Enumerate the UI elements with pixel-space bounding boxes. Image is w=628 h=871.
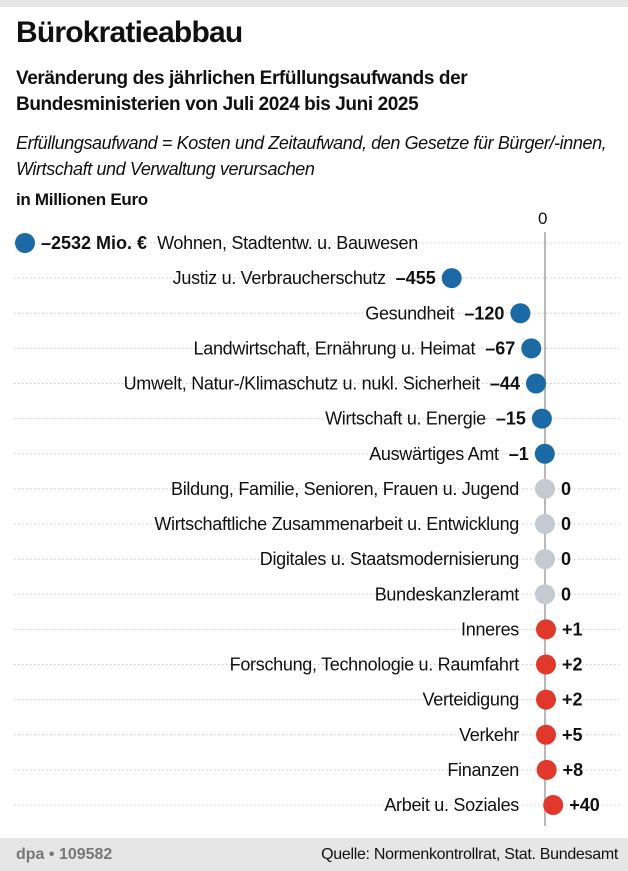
zero-tick-label: 0 (538, 209, 548, 228)
category-label: Wirtschaftliche Zusammenarbeit u. Entwic… (154, 514, 519, 534)
category-label: Justiz u. Verbraucherschutz (173, 268, 386, 288)
category-label: Umwelt, Natur-/Klimaschutz u. nukl. Sich… (124, 374, 481, 394)
category-label: Digitales u. Staatsmodernisierung (260, 549, 519, 569)
data-point (543, 795, 564, 815)
category-label: Verteidigung (423, 690, 519, 710)
data-point (525, 373, 546, 394)
footer: dpa • 109582 Quelle: Normenkontrollrat, … (0, 838, 628, 871)
category-label: Gesundheit (365, 303, 454, 323)
value-label: +8 (563, 760, 584, 780)
value-label: +2 (562, 655, 583, 675)
value-label: +1 (562, 619, 583, 639)
value-label: –67 (485, 338, 515, 358)
value-label: –44 (490, 374, 520, 394)
value-label: –1 (509, 444, 529, 464)
category-label: Verkehr (459, 725, 519, 745)
data-point (15, 233, 35, 253)
category-label: Wirtschaft u. Energie (325, 409, 486, 429)
chart-description: Erfüllungsaufwand = Kosten und Zeitaufwa… (16, 133, 607, 179)
chart-title: Bürokratieabbau (16, 16, 243, 49)
data-point (535, 514, 555, 534)
value-label: +40 (569, 795, 600, 815)
value-label: 0 (561, 549, 571, 569)
data-point (535, 584, 555, 605)
category-label: Inneres (461, 619, 519, 639)
data-point (535, 478, 555, 499)
data-point (536, 724, 557, 745)
source: Quelle: Normenkontrollrat, Stat. Bundesa… (321, 846, 618, 863)
credit: dpa • 109582 (16, 846, 113, 863)
category-label: Wohnen, Stadtentw. u. Bauwesen (157, 233, 418, 253)
category-label: Auswärtiges Amt (369, 444, 499, 464)
data-point (510, 303, 531, 324)
data-point (536, 654, 556, 675)
category-label: Bildung, Familie, Senioren, Frauen u. Ju… (171, 479, 519, 499)
value-label: 0 (561, 514, 571, 534)
data-point (536, 619, 556, 640)
chart-subtitle: Veränderung des jährlichen Erfüllungsauf… (16, 68, 468, 115)
top-bar (0, 0, 628, 7)
value-label: –120 (464, 303, 504, 323)
value-label: –2532 Mio. € (41, 233, 147, 253)
category-label: Finanzen (447, 760, 519, 780)
value-label: 0 (561, 479, 571, 499)
value-label: +5 (562, 725, 583, 745)
unit-label: in Millionen Euro (16, 190, 148, 209)
data-point (536, 759, 557, 780)
value-label: +2 (562, 690, 583, 710)
data-point (531, 408, 552, 429)
value-label: –455 (396, 268, 436, 288)
category-label: Arbeit u. Soziales (384, 795, 519, 815)
data-point (536, 689, 556, 710)
category-label: Bundeskanzleramt (375, 584, 520, 604)
data-point (534, 443, 555, 464)
data-point (521, 338, 542, 359)
category-label: Landwirtschaft, Ernährung u. Heimat (194, 338, 476, 358)
data-point (441, 268, 462, 289)
value-label: 0 (561, 584, 571, 604)
category-label: Forschung, Technologie u. Raumfahrt (230, 655, 520, 675)
value-label: –15 (496, 409, 526, 429)
data-point (535, 549, 555, 570)
